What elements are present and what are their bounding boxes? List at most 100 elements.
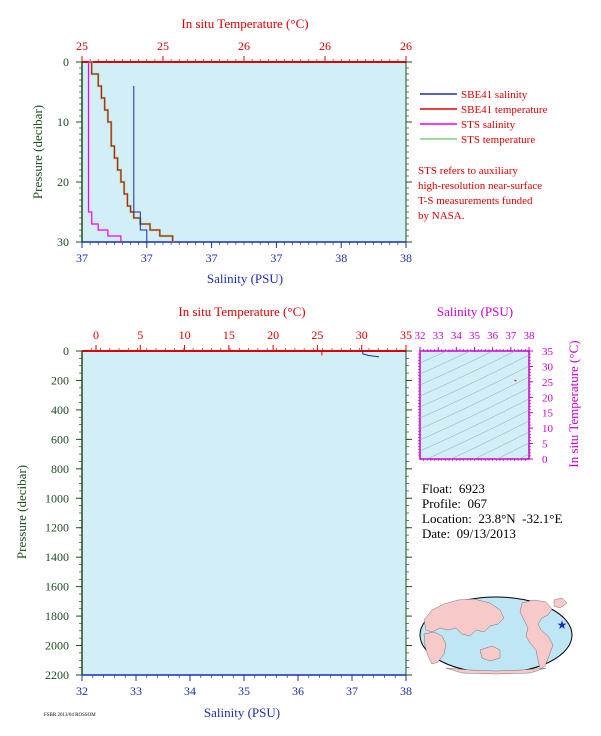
inset-density-contour — [426, 409, 529, 459]
bottom-pressure-tick-label: 800 — [51, 462, 69, 476]
top-pressure-tick-label: 10 — [57, 115, 69, 129]
inset-temp-tick-label: 10 — [542, 423, 554, 435]
top-salinity-tick-label: 37 — [270, 251, 282, 265]
inset-density-contour — [420, 354, 529, 408]
top-pressure-tick-label: 20 — [57, 175, 69, 189]
bottom-pressure-tick-label: 1400 — [45, 550, 69, 564]
bottom-plot-area — [81, 350, 407, 676]
bottom-pressure-tick-label: 2200 — [45, 668, 69, 682]
bottom-temp-axis-label: In situ Temperature (°C) — [178, 304, 305, 319]
note-line: STS refers to auxiliary — [418, 165, 518, 177]
bottom-pressure-tick-label: 1200 — [45, 521, 69, 535]
inset-density-contour — [420, 387, 529, 441]
map-land-australia — [479, 645, 501, 662]
inset-salinity-tick-label: 32 — [415, 330, 426, 342]
top-panel: 25 25 26 26 26 37 37 37 37 38 38 0 10 20 30 In situ Te… — [30, 16, 412, 286]
inset-density-contour — [420, 365, 529, 419]
info-float: Float: 6923 — [422, 481, 485, 497]
top-pressure-axis-label: Pressure (decibar) — [30, 105, 45, 199]
info-date-value: 09/13/2013 — [456, 526, 516, 541]
bottom-pressure-tick-label: 2000 — [45, 639, 69, 653]
bottom-temp-tick-label: 25 — [311, 328, 323, 342]
top-temp-tick-label: 26 — [238, 39, 250, 53]
inset-salinity-tick-label: 38 — [524, 330, 536, 342]
legend-label: STS salinity — [461, 119, 516, 131]
inset-temp-tick-label: 0 — [542, 454, 548, 466]
top-salinity-tick-label: 37 — [141, 251, 153, 265]
bottom-salinity-tick-label: 32 — [76, 684, 88, 698]
info-location-label: Location: — [422, 511, 472, 526]
top-temp-tick-label: 26 — [319, 39, 331, 53]
info-profile: Profile: 067 — [422, 496, 487, 512]
map-land-africa — [423, 631, 447, 665]
info-profile-label: Profile: — [422, 496, 461, 511]
bottom-pressure-tick-label: 200 — [51, 373, 69, 387]
top-temp-axis-label: In situ Temperature (°C) — [181, 16, 308, 31]
bottom-temp-tick-label: 30 — [356, 328, 368, 342]
bottom-pressure-tick-label: 0 — [63, 344, 69, 358]
bottom-temp-tick-label: 5 — [137, 328, 143, 342]
top-series-sbe41-temperature — [88, 61, 174, 242]
top-salinity-axis-label: Salinity (PSU) — [207, 271, 283, 286]
legend: SBE41 salinity SBE41 temperature STS salin… — [420, 89, 548, 146]
top-temp-tick-label: 25 — [157, 39, 169, 53]
top-pressure-tick-label: 0 — [63, 55, 69, 69]
inset-salinity-tick-label: 36 — [487, 330, 499, 342]
legend-label: STS temperature — [461, 134, 535, 146]
bottom-salinity-tick-label: 36 — [292, 684, 304, 698]
note-line: high-resolution near-surface — [418, 180, 542, 192]
info-float-label: Float: — [422, 481, 453, 496]
note-line: by NASA. — [418, 210, 465, 222]
top-salinity-tick-label: 37 — [76, 251, 88, 265]
bottom-temp-tick-label: 20 — [267, 328, 279, 342]
top-salinity-tick-label: 37 — [206, 251, 218, 265]
map-land-eurasia — [423, 598, 505, 637]
bottom-series-sbe41-salinity — [362, 351, 380, 358]
info-profile-value: 067 — [467, 496, 488, 511]
bottom-salinity-axis-label: Salinity (PSU) — [204, 705, 280, 720]
bottom-pressure-axis-label: Pressure (decibar) — [14, 465, 29, 559]
inset-density-contour — [420, 351, 471, 375]
top-pressure-tick-label: 30 — [57, 235, 69, 249]
footer-credit: FSBR 2013/04 ROSSOM — [44, 713, 96, 718]
inset-salinity-tick-label: 34 — [451, 330, 463, 342]
inset-density-contour — [496, 442, 529, 459]
bottom-salinity-tick-label: 38 — [400, 684, 412, 698]
top-temp-tick-label: 25 — [76, 39, 88, 53]
legend-label: SBE41 salinity — [461, 89, 528, 101]
inset-temp-tick-label: 5 — [542, 439, 548, 451]
top-temp-tick-label: 26 — [400, 39, 412, 53]
inset-density-contour — [420, 398, 529, 452]
bottom-temp-tick-label: 10 — [179, 328, 191, 342]
info-location-value: 23.8°N -32.1°E — [478, 511, 563, 526]
bottom-salinity-tick-label: 33 — [130, 684, 142, 698]
bottom-panel: 0 5 10 15 20 25 30 35 32 33 34 35 36 37 38 0 200 400 600 80… — [14, 304, 412, 720]
inset-temp-tick-label: 25 — [542, 377, 554, 389]
bottom-salinity-tick-label: 34 — [184, 684, 196, 698]
inset-salinity-tick-label: 37 — [505, 330, 517, 342]
bottom-temp-tick-label: 35 — [400, 328, 412, 342]
bottom-pressure-tick-label: 1600 — [45, 580, 69, 594]
bottom-temp-tick-label: 0 — [93, 328, 99, 342]
inset-temp-tick-label: 35 — [542, 346, 554, 358]
ts-inset: 32 33 34 35 36 37 38 0 5 10 15 20 25 30 35 Salinity (P… — [415, 304, 582, 468]
inset-density-contour — [473, 431, 529, 459]
top-series-sbe41-salinity — [133, 86, 148, 242]
inset-density-contour — [450, 420, 529, 459]
inset-temp-tick-label: 20 — [542, 392, 554, 404]
inset-salinity-tick-label: 35 — [469, 330, 481, 342]
note-line: T-S measurements funded — [418, 195, 533, 207]
inset-temp-label: In situ Temperature (°C) — [566, 340, 581, 467]
top-plot-area — [81, 61, 407, 243]
map-land-greenland — [553, 597, 568, 609]
inset-density-contour — [420, 376, 529, 430]
bottom-pressure-tick-label: 1000 — [45, 491, 69, 505]
info-date: Date: 09/13/2013 — [422, 526, 516, 542]
info-date-label: Date: — [422, 526, 451, 541]
inset-ts-curve — [514, 379, 517, 382]
bottom-temp-tick-label: 15 — [223, 328, 235, 342]
bottom-salinity-tick-label: 37 — [346, 684, 358, 698]
bottom-pressure-tick-label: 600 — [51, 432, 69, 446]
map-land-antarctica — [445, 667, 547, 675]
